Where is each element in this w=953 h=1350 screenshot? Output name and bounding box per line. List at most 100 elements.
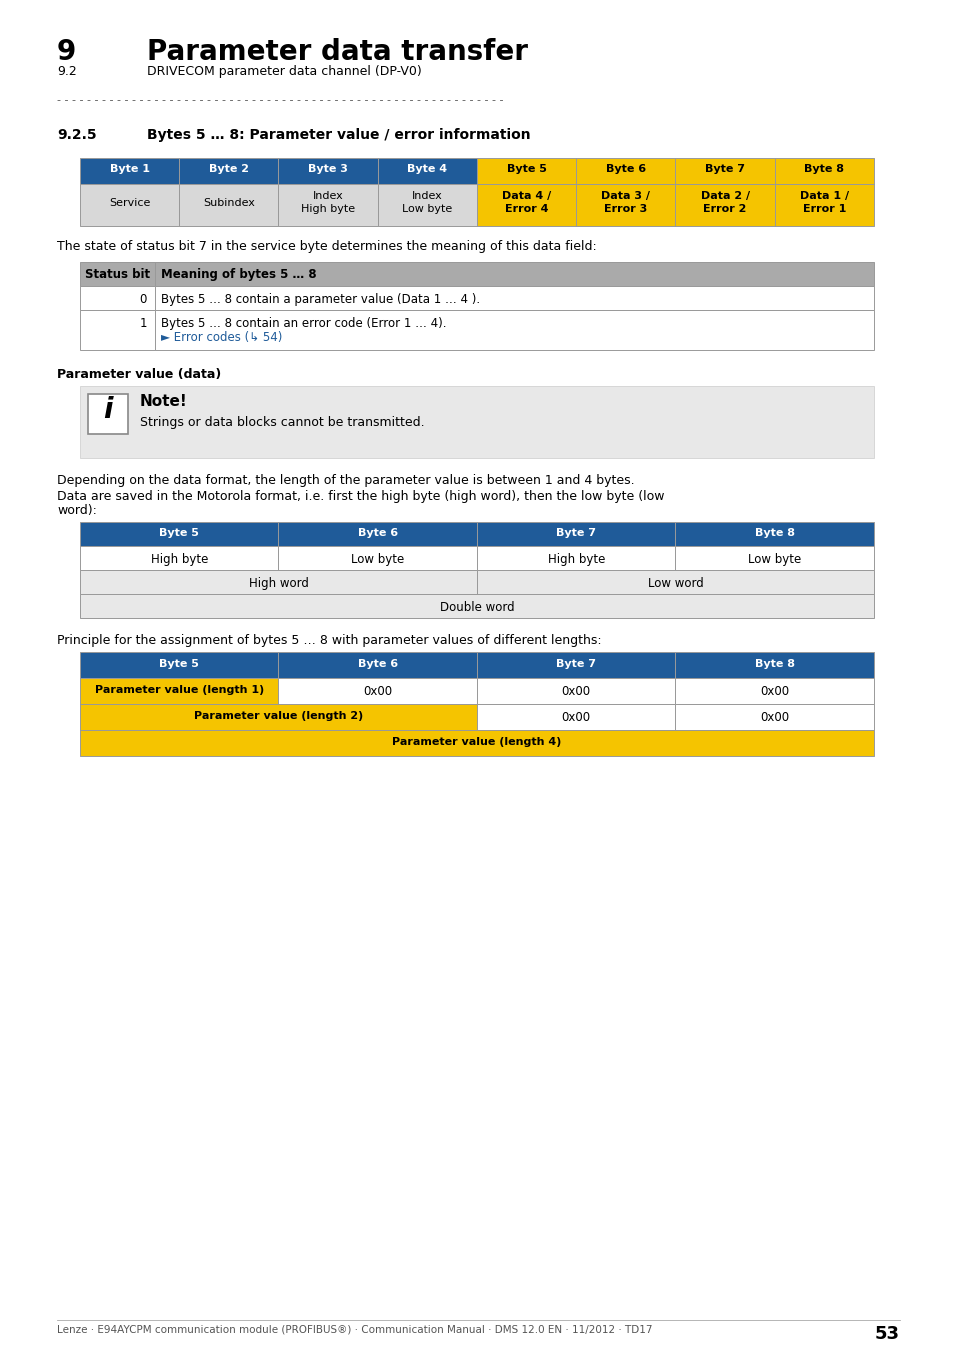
Text: Byte 4: Byte 4 xyxy=(407,163,447,174)
Bar xyxy=(88,394,128,433)
Bar xyxy=(576,184,675,225)
Text: Byte 5: Byte 5 xyxy=(159,528,199,539)
Text: Byte 5: Byte 5 xyxy=(159,659,199,670)
Text: Index: Index xyxy=(412,190,442,201)
Text: Byte 1: Byte 1 xyxy=(110,163,150,174)
Text: Data 3 /: Data 3 / xyxy=(600,190,650,201)
Text: Byte 5: Byte 5 xyxy=(506,163,546,174)
Text: Strings or data blocks cannot be transmitted.: Strings or data blocks cannot be transmi… xyxy=(140,416,424,429)
Bar xyxy=(80,184,179,225)
Text: ► Error codes (↳ 54): ► Error codes (↳ 54) xyxy=(161,331,282,344)
Text: 9.2: 9.2 xyxy=(57,65,76,78)
Bar xyxy=(154,286,873,310)
Bar xyxy=(377,184,476,225)
Bar xyxy=(774,158,873,184)
Text: Error 2: Error 2 xyxy=(702,204,746,215)
Text: Data 1 /: Data 1 / xyxy=(799,190,848,201)
Text: Byte 3: Byte 3 xyxy=(308,163,348,174)
Text: The state of status bit 7 in the service byte determines the meaning of this dat: The state of status bit 7 in the service… xyxy=(57,240,597,252)
Bar xyxy=(154,262,873,286)
Text: Note!: Note! xyxy=(140,394,188,409)
Bar xyxy=(675,184,774,225)
Bar xyxy=(675,703,873,730)
Bar xyxy=(80,678,278,703)
Text: Double word: Double word xyxy=(439,601,514,614)
Text: 53: 53 xyxy=(874,1324,899,1343)
Bar xyxy=(675,652,873,678)
Bar xyxy=(80,286,154,310)
Text: Byte 7: Byte 7 xyxy=(556,528,596,539)
Bar xyxy=(278,652,476,678)
Text: Lenze · E94AYCPM communication module (PROFIBUS®) · Communication Manual · DMS 1: Lenze · E94AYCPM communication module (P… xyxy=(57,1324,652,1335)
Bar xyxy=(675,158,774,184)
Bar xyxy=(80,594,873,618)
Text: High byte: High byte xyxy=(151,554,208,566)
Text: Data are saved in the Motorola format, i.e. first the high byte (high word), the: Data are saved in the Motorola format, i… xyxy=(57,490,664,504)
Text: Parameter value (length 1): Parameter value (length 1) xyxy=(94,684,264,695)
Bar xyxy=(80,158,179,184)
Text: Error 1: Error 1 xyxy=(801,204,845,215)
Bar xyxy=(278,678,476,703)
Bar xyxy=(80,703,476,730)
Text: Low byte: Low byte xyxy=(402,204,452,215)
Text: Byte 7: Byte 7 xyxy=(556,659,596,670)
Text: 1: 1 xyxy=(139,317,147,329)
Text: Data 4 /: Data 4 / xyxy=(501,190,551,201)
Bar xyxy=(278,184,377,225)
Text: 0x00: 0x00 xyxy=(363,684,392,698)
Bar xyxy=(476,652,675,678)
Text: Error 4: Error 4 xyxy=(504,204,548,215)
Text: Low byte: Low byte xyxy=(747,554,801,566)
Bar xyxy=(80,652,278,678)
Bar xyxy=(278,522,476,545)
Bar xyxy=(278,545,476,570)
Text: Bytes 5 … 8: Parameter value / error information: Bytes 5 … 8: Parameter value / error inf… xyxy=(147,128,530,142)
Text: 9: 9 xyxy=(57,38,76,66)
Bar xyxy=(80,386,873,458)
Text: i: i xyxy=(103,396,112,424)
Text: 0x00: 0x00 xyxy=(760,684,788,698)
Text: 0x00: 0x00 xyxy=(561,684,590,698)
Bar xyxy=(675,678,873,703)
Bar xyxy=(675,522,873,545)
Bar xyxy=(154,310,873,350)
Text: Byte 8: Byte 8 xyxy=(803,163,843,174)
Text: 0x00: 0x00 xyxy=(561,711,590,724)
Bar xyxy=(476,522,675,545)
Text: Low byte: Low byte xyxy=(351,554,404,566)
Bar xyxy=(476,570,873,594)
Text: - - - - - - - - - - - - - - - - - - - - - - - - - - - - - - - - - - - - - - - - : - - - - - - - - - - - - - - - - - - - - … xyxy=(57,95,503,105)
Text: Parameter data transfer: Parameter data transfer xyxy=(147,38,527,66)
Text: 9.2.5: 9.2.5 xyxy=(57,128,96,142)
Text: Parameter value (length 2): Parameter value (length 2) xyxy=(193,711,363,721)
Text: Bytes 5 … 8 contain a parameter value (Data 1 … 4 ).: Bytes 5 … 8 contain a parameter value (D… xyxy=(161,293,479,306)
Text: Byte 8: Byte 8 xyxy=(754,659,794,670)
Text: word):: word): xyxy=(57,504,97,517)
Text: Service: Service xyxy=(109,198,151,208)
Text: High byte: High byte xyxy=(547,554,604,566)
Bar xyxy=(476,703,675,730)
Bar xyxy=(179,158,278,184)
Text: 0x00: 0x00 xyxy=(760,711,788,724)
Text: Byte 6: Byte 6 xyxy=(605,163,645,174)
Bar xyxy=(377,158,476,184)
Bar xyxy=(774,184,873,225)
Text: Meaning of bytes 5 … 8: Meaning of bytes 5 … 8 xyxy=(161,269,316,281)
Text: Low word: Low word xyxy=(647,576,702,590)
Bar xyxy=(476,158,576,184)
Bar xyxy=(476,545,675,570)
Bar xyxy=(80,730,873,756)
Bar xyxy=(80,545,278,570)
Text: Index: Index xyxy=(313,190,343,201)
Text: Data 2 /: Data 2 / xyxy=(700,190,749,201)
Text: 0: 0 xyxy=(139,293,147,306)
Bar xyxy=(80,262,154,286)
Text: Byte 8: Byte 8 xyxy=(754,528,794,539)
Bar xyxy=(476,678,675,703)
Text: Byte 6: Byte 6 xyxy=(357,659,397,670)
Text: Principle for the assignment of bytes 5 … 8 with parameter values of different l: Principle for the assignment of bytes 5 … xyxy=(57,634,601,647)
Bar xyxy=(80,522,278,545)
Text: Byte 6: Byte 6 xyxy=(357,528,397,539)
Text: Subindex: Subindex xyxy=(203,198,254,208)
Text: Byte 7: Byte 7 xyxy=(704,163,744,174)
